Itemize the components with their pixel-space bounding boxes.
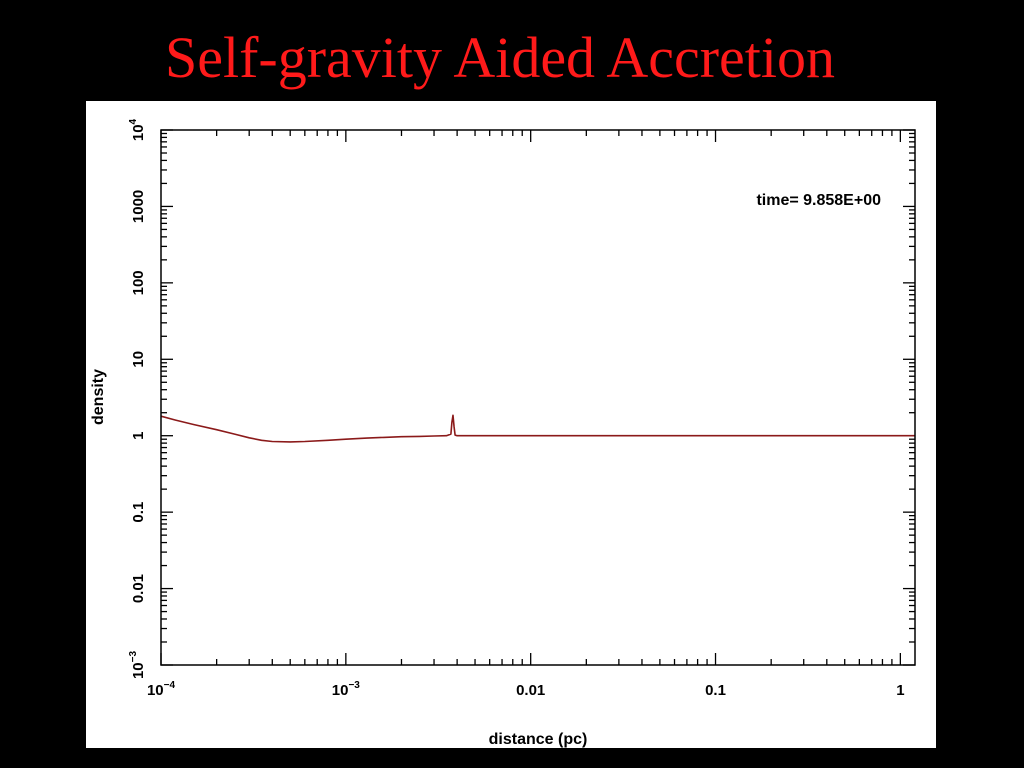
plot-frame bbox=[160, 129, 916, 666]
y-tick-label: 0.01 bbox=[130, 574, 147, 603]
y-tick-label: 1 bbox=[130, 432, 147, 440]
x-tick-label: 0.01 bbox=[516, 682, 545, 699]
x-tick-label: 1 bbox=[896, 682, 904, 699]
ticks-layer bbox=[160, 129, 915, 666]
density-series-line bbox=[160, 414, 915, 443]
density-chart: 10−4 10−3 0.01 0.1 110−30.010.11101001000104… bbox=[90, 118, 916, 748]
time-annotation: time= 9.858E+00 bbox=[756, 192, 881, 209]
y-tick-label: 10 bbox=[130, 351, 147, 368]
y-tick-label: 1000 bbox=[130, 190, 147, 223]
x-tick-label: 0.1 bbox=[705, 682, 726, 699]
slide-title: Self-gravity Aided Accretion bbox=[164, 25, 836, 90]
plot-panel: 10−4 10−3 0.01 0.1 1 10−3 0.01 0.1 1 10 100 1000 104… bbox=[86, 101, 936, 748]
y-tick-label: 0.1 bbox=[130, 502, 147, 523]
x-tick-label: 10−3 bbox=[332, 680, 361, 699]
y-tick-label: 100 bbox=[130, 270, 147, 295]
y-axis-label: density bbox=[90, 369, 107, 425]
x-axis-label: distance (pc) bbox=[489, 731, 588, 748]
series-layer bbox=[160, 414, 915, 443]
y-tick-label: 10−3 bbox=[128, 651, 147, 680]
y-tick-label: 104 bbox=[128, 118, 147, 141]
x-tick-label: 10−4 bbox=[147, 680, 176, 699]
